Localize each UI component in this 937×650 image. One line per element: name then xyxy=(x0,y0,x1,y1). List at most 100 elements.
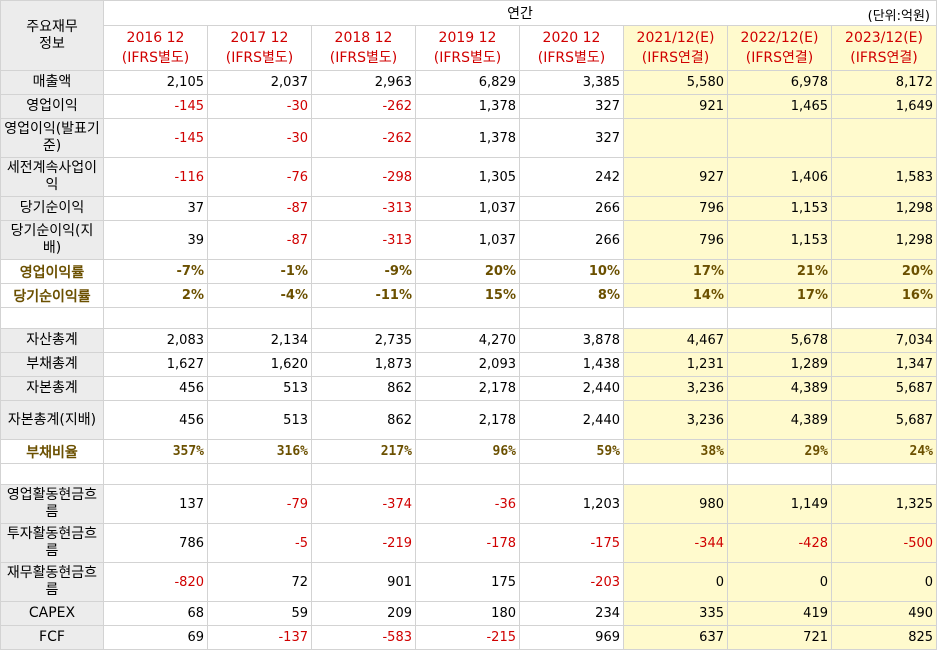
value-cell: 456 xyxy=(103,400,208,440)
spacer-cell xyxy=(207,307,312,329)
value-cell: 68 xyxy=(103,601,208,626)
value-cell: 513 xyxy=(207,400,312,440)
value-cell: 3,236 xyxy=(623,400,728,440)
year-label: 2022/12(E) xyxy=(740,30,819,46)
value-cell: 927 xyxy=(623,157,728,197)
year-label: 2023/12(E) xyxy=(845,30,923,46)
value-cell: 39 xyxy=(103,220,208,260)
basis-label: (IFRS연결) xyxy=(641,50,710,66)
value-cell xyxy=(830,118,937,158)
corner-line-1: 주요재무 xyxy=(26,18,78,35)
value-cell: 6,978 xyxy=(727,70,832,95)
value-cell: 1,289 xyxy=(727,352,832,377)
year-header-4: 2020 12 (IFRS별도) xyxy=(519,25,624,71)
value-cell: 24% xyxy=(830,439,937,464)
value-cell: 0 xyxy=(830,562,937,602)
table-row: 부채총계 1,627 1,620 1,873 2,093 1,438 1,231 1,289 1… xyxy=(0,352,937,377)
value-cell: -178 xyxy=(415,523,520,563)
table-row: 당기순이익(지배) 39 -87 -313 1,037 266 796 1,153 1,298 xyxy=(0,220,937,260)
value-cell: 969 xyxy=(519,625,624,650)
row-label: 당기순이익(지배) xyxy=(0,220,104,260)
row-label: 투자활동현금흐름 xyxy=(0,523,104,563)
value-cell: 59% xyxy=(519,439,624,464)
value-cell: -313 xyxy=(311,196,416,221)
value-cell: 2,178 xyxy=(415,400,520,440)
value-cell: -5 xyxy=(207,523,312,563)
value-cell: -428 xyxy=(727,523,832,563)
value-cell: 17% xyxy=(623,259,728,284)
spacer-cell xyxy=(727,307,832,329)
value-cell xyxy=(727,118,832,158)
value-cell: 796 xyxy=(623,196,728,221)
value-cell: 8% xyxy=(519,283,624,308)
row-label: 자산총계 xyxy=(0,328,104,353)
table-row: 자산총계 2,083 2,134 2,735 4,270 3,878 4,467 5,678 7… xyxy=(0,328,937,353)
value-cell: 1,149 xyxy=(727,484,832,524)
value-cell: 1,298 xyxy=(830,196,937,221)
table-row: 영업이익률 -7% -1% -9% 20% 10% 17% 21% 20% xyxy=(0,259,937,284)
value-cell: 17% xyxy=(727,283,832,308)
value-cell: 209 xyxy=(311,601,416,626)
value-cell: 2,963 xyxy=(311,70,416,95)
row-label: 자본총계 xyxy=(0,376,104,401)
value-cell: -1% xyxy=(207,259,312,284)
value-cell: 1,298 xyxy=(830,220,937,260)
spacer-cell xyxy=(103,463,208,485)
spacer-cell xyxy=(519,463,624,485)
value-cell: 2,134 xyxy=(207,328,312,353)
corner-label: 주요재무 정보 xyxy=(0,0,104,71)
value-cell: -203 xyxy=(519,562,624,602)
value-cell: 1,873 xyxy=(311,352,416,377)
value-cell: 0 xyxy=(623,562,728,602)
value-cell: 1,153 xyxy=(727,196,832,221)
row-label: 영업활동현금흐름 xyxy=(0,484,104,524)
table-row: 당기순이익률 2% -4% -11% 15% 8% 14% 17% 16% xyxy=(0,283,937,308)
value-cell: 1,305 xyxy=(415,157,520,197)
value-cell: 921 xyxy=(623,94,728,119)
basis-label: (IFRS연결) xyxy=(850,50,918,66)
spacer-cell xyxy=(727,463,832,485)
value-cell: 1,438 xyxy=(519,352,624,377)
value-cell: 357% xyxy=(103,439,208,464)
value-cell: 1,037 xyxy=(415,196,520,221)
value-cell: 1,620 xyxy=(207,352,312,377)
value-cell: 1,378 xyxy=(415,94,520,119)
value-cell: -344 xyxy=(623,523,728,563)
value-cell: 2,105 xyxy=(103,70,208,95)
value-cell: 180 xyxy=(415,601,520,626)
table-row: 자본총계 456 513 862 2,178 2,440 3,236 4,389 5,687 xyxy=(0,376,937,401)
value-cell: 327 xyxy=(519,118,624,158)
value-cell: -298 xyxy=(311,157,416,197)
row-label: 세전계속사업이익 xyxy=(0,157,104,197)
value-cell: 513 xyxy=(207,376,312,401)
value-cell: 2,440 xyxy=(519,400,624,440)
value-cell: -9% xyxy=(311,259,416,284)
value-cell: 1,406 xyxy=(727,157,832,197)
year-header-5: 2021/12(E) (IFRS연결) xyxy=(623,25,728,71)
value-cell: 901 xyxy=(311,562,416,602)
value-cell: 3,236 xyxy=(623,376,728,401)
year-header-7: 2023/12(E) (IFRS연결) xyxy=(830,25,937,71)
value-cell: 5,687 xyxy=(830,376,937,401)
value-cell: 862 xyxy=(311,376,416,401)
table-row: 재무활동현금흐름 -820 72 901 175 -203 0 0 0 xyxy=(0,562,937,602)
value-cell: 2,083 xyxy=(103,328,208,353)
value-cell: 5,687 xyxy=(830,400,937,440)
value-cell: 21% xyxy=(727,259,832,284)
value-cell xyxy=(623,118,728,158)
value-cell: 266 xyxy=(519,220,624,260)
value-cell: 1,649 xyxy=(830,94,937,119)
value-cell: 786 xyxy=(103,523,208,563)
value-cell: 327 xyxy=(519,94,624,119)
year-label: 2016 12 xyxy=(126,30,185,46)
value-cell: -500 xyxy=(830,523,937,563)
value-cell: -30 xyxy=(207,94,312,119)
value-cell: -116 xyxy=(103,157,208,197)
value-cell: 59 xyxy=(207,601,312,626)
value-cell: 7,034 xyxy=(830,328,937,353)
value-cell: 4,389 xyxy=(727,376,832,401)
value-cell: -87 xyxy=(207,196,312,221)
spacer-cell xyxy=(311,463,416,485)
value-cell: 175 xyxy=(415,562,520,602)
